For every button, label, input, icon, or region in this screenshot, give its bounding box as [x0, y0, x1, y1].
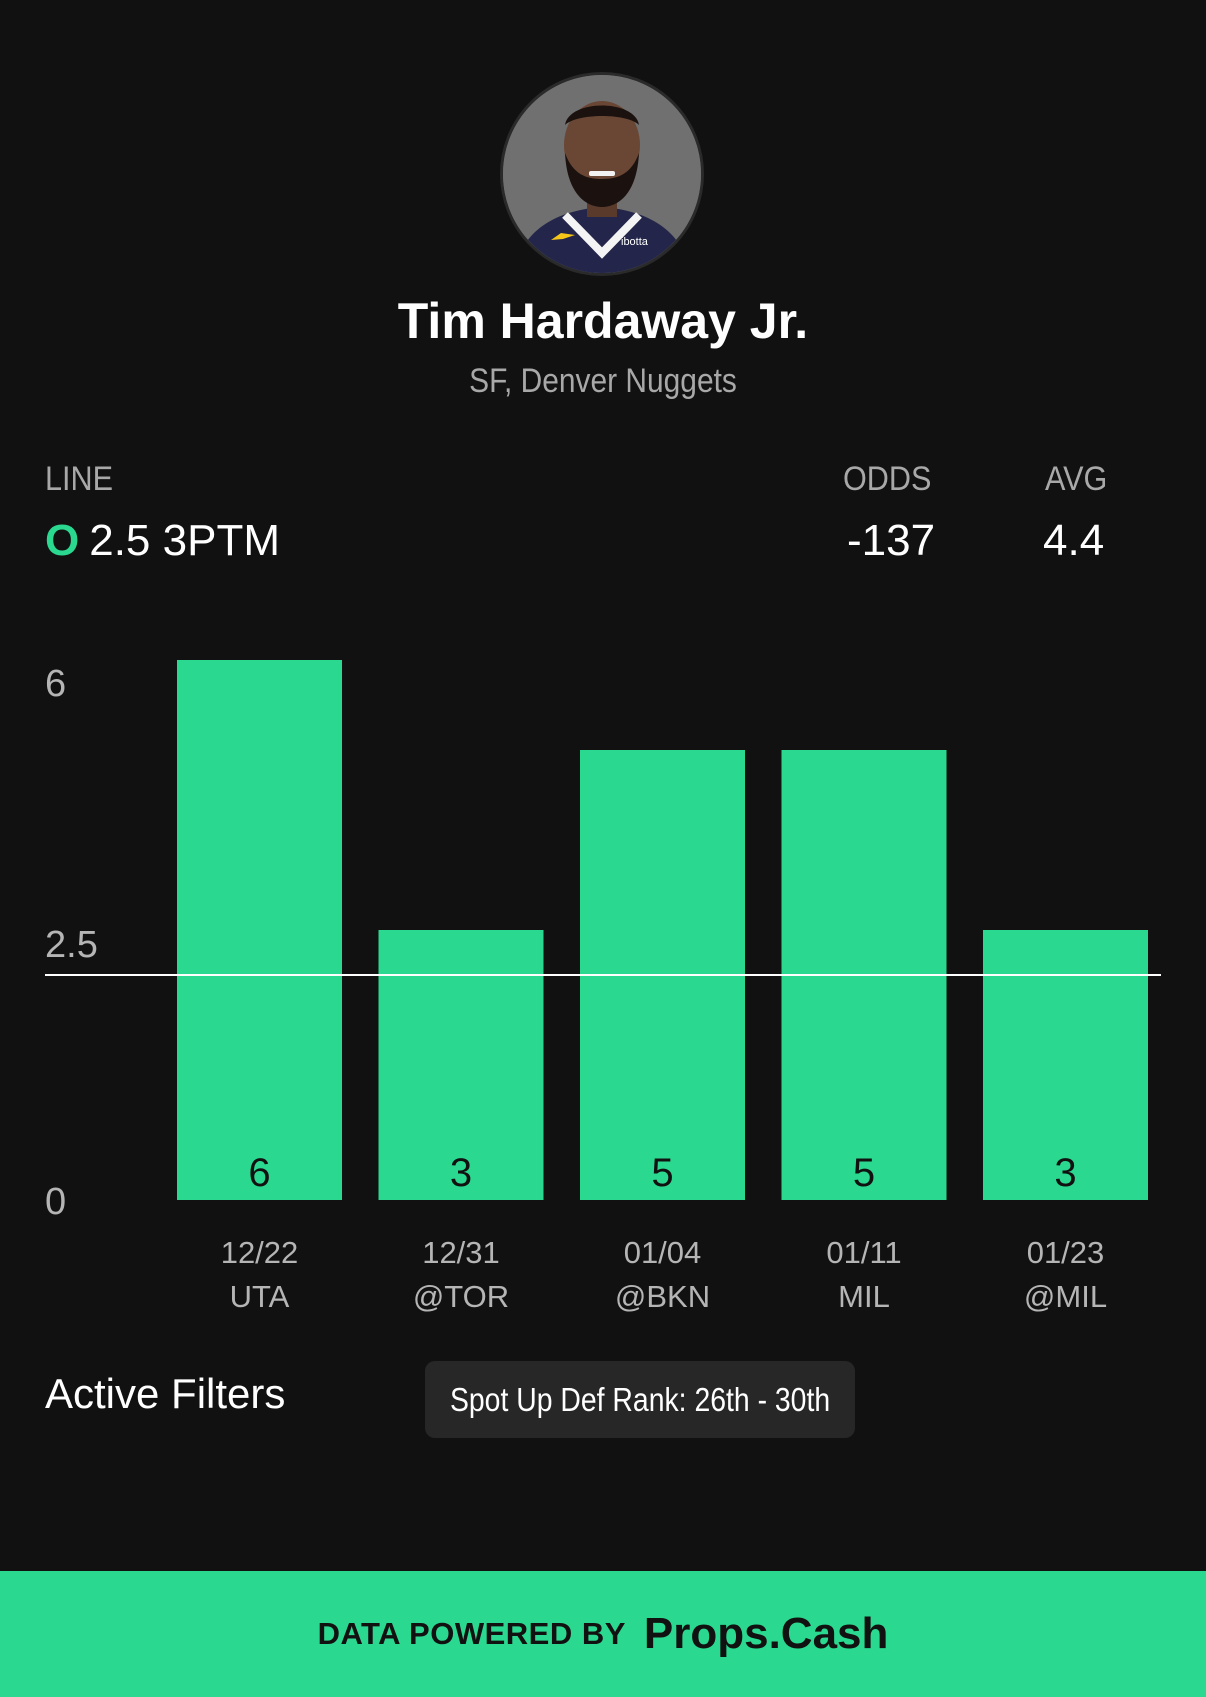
bar-value-label: 6: [248, 1151, 270, 1195]
player-name: Tim Hardaway Jr.: [397, 293, 809, 349]
active-filters-label: Active Filters: [45, 1370, 286, 1417]
y-tick-label: 0: [45, 1181, 66, 1223]
bar-chart: 6 2.5 0 6 3 5 5 3 12/22 UTA 12/31 @TOR 01/04 @BKN 01/1…: [45, 660, 1161, 1314]
line-value-group: O 2.5 3PTM: [45, 516, 280, 566]
line-label: LINE: [45, 460, 114, 498]
x-tick-opponent: UTA: [230, 1279, 290, 1314]
y-tick-label: 6: [45, 663, 66, 705]
x-tick-date: 01/11: [826, 1235, 901, 1270]
avg-value: 4.4: [1043, 516, 1105, 565]
bar-value-label: 5: [853, 1151, 875, 1195]
footer-prefix: DATA POWERED BY: [317, 1616, 626, 1651]
line-value: 2.5 3PTM: [89, 516, 280, 565]
bar-value-label: 3: [1054, 1151, 1076, 1195]
player-subtitle: SF, Denver Nuggets: [469, 362, 737, 400]
bar-value-label: 3: [450, 1151, 472, 1195]
footer-brand[interactable]: Props.Cash: [643, 1609, 889, 1658]
footer-banner: DATA POWERED BY Props.Cash: [0, 1571, 1206, 1697]
x-tick-opponent: @MIL: [1024, 1279, 1107, 1314]
x-tick-date: 12/22: [221, 1235, 299, 1270]
x-tick-date: 12/31: [422, 1235, 500, 1270]
bar: [177, 660, 342, 1200]
bar-value-label: 5: [651, 1151, 673, 1195]
filter-chip-label: Spot Up Def Rank: 26th - 30th: [449, 1380, 831, 1418]
y-tick-label: 2.5: [45, 924, 98, 966]
x-tick-date: 01/04: [624, 1235, 702, 1270]
filter-chip[interactable]: Spot Up Def Rank: 26th - 30th: [425, 1361, 855, 1438]
x-tick-opponent: @TOR: [413, 1279, 509, 1314]
player-headshot-image: ibotta: [503, 75, 701, 273]
svg-text:ibotta: ibotta: [621, 236, 649, 248]
x-tick-opponent: @BKN: [615, 1279, 710, 1314]
player-avatar: ibotta: [500, 72, 704, 276]
avg-label: AVG: [1045, 460, 1108, 498]
x-tick-opponent: MIL: [838, 1279, 890, 1314]
odds-value: -137: [847, 516, 936, 565]
x-tick-date: 01/23: [1027, 1235, 1105, 1270]
over-marker: O: [45, 516, 80, 565]
odds-label: ODDS: [843, 460, 932, 498]
